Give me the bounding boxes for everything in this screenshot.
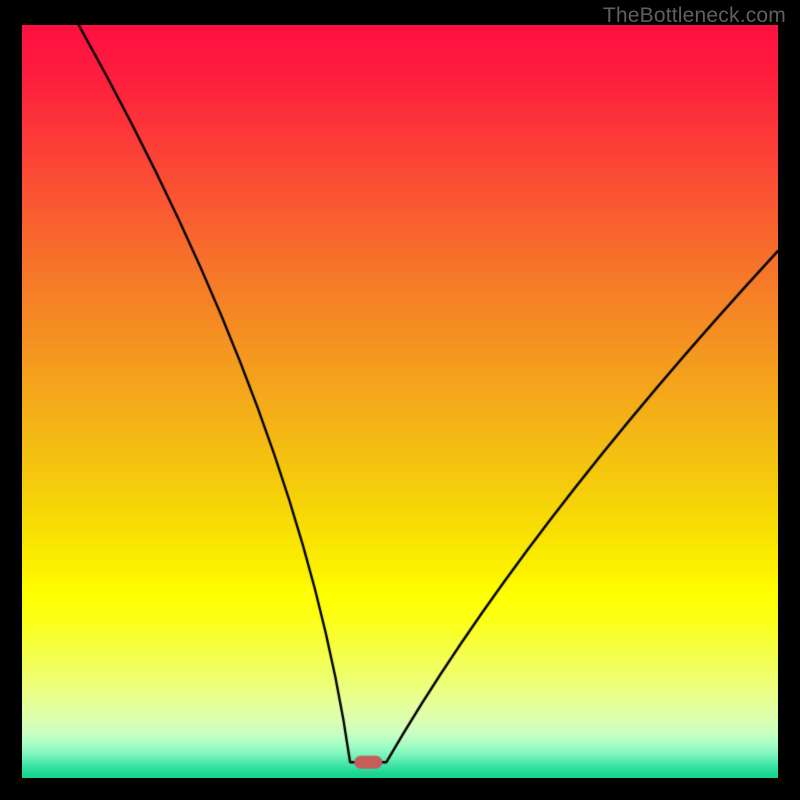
plot-area: [22, 25, 778, 778]
chart-frame: TheBottleneck.com: [0, 0, 800, 800]
bottleneck-curve-canvas: [22, 25, 778, 778]
